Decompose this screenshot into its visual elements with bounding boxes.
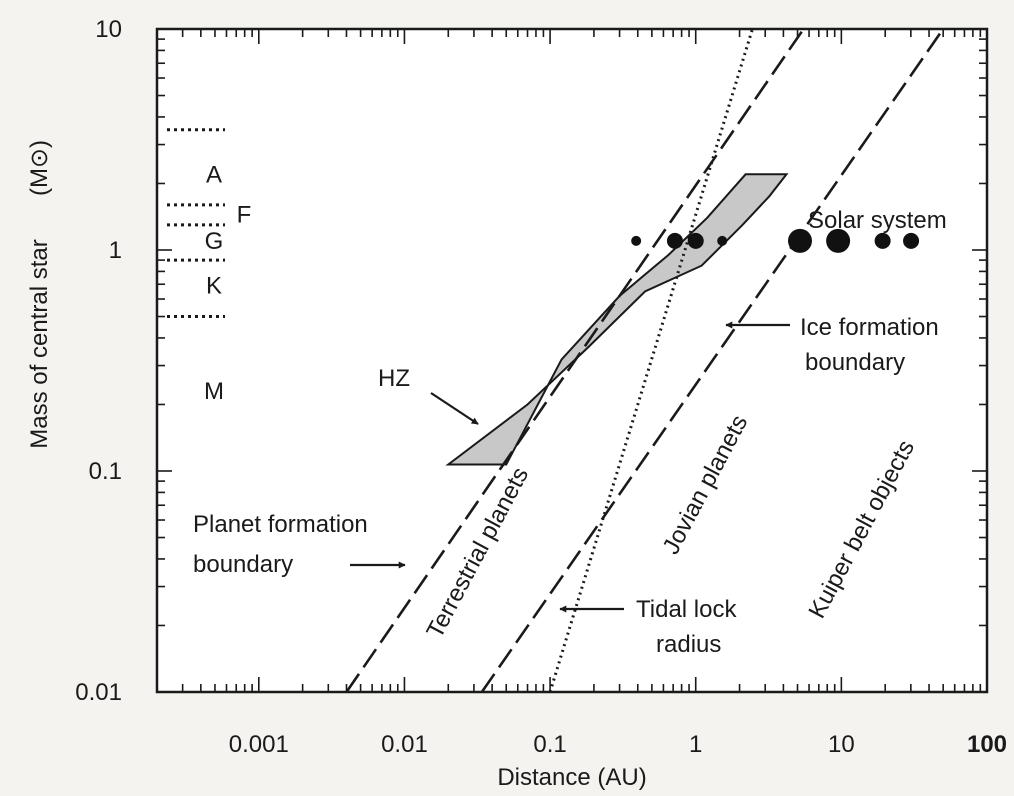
spectral-class-label: K <box>206 273 222 300</box>
y-axis-title: Mass of central star <box>26 239 53 448</box>
y-tick-label: 0.01 <box>75 679 122 706</box>
line-terrestrial-jovian <box>480 28 945 693</box>
spectral-class-label: F <box>237 201 252 228</box>
planet-marker <box>903 232 920 249</box>
line-tidal-lock <box>548 28 754 693</box>
x-tick-label: 0.1 <box>533 731 566 758</box>
x-axis-title: Distance (AU) <box>497 764 646 791</box>
y-tick-label: 0.1 <box>89 458 122 485</box>
planet-marker <box>687 232 704 249</box>
y-tick-label: 1 <box>109 237 122 264</box>
y-tick-labels: 0.01 0.1 1 10 <box>75 16 122 706</box>
planet-marker <box>787 228 812 253</box>
spectral-class-label: G <box>205 228 224 255</box>
planet-marker <box>874 232 891 249</box>
solar-system-label: Solar system <box>808 207 947 234</box>
hz-arrow <box>430 392 479 425</box>
spectral-class-label: A <box>206 161 222 188</box>
x-tick-label: 100 <box>967 731 1007 758</box>
x-tick-label: 0.01 <box>381 731 428 758</box>
planet-marker <box>717 235 728 246</box>
tidal-lock-label-line1: Tidal lock <box>636 596 737 623</box>
y-axis-title-group: Mass of central star (M⊙) <box>26 140 53 449</box>
y-axis-unit: (M⊙) <box>26 140 53 196</box>
habitable-zone-area <box>445 173 789 466</box>
planet-formation-label-line1: Planet formation <box>193 511 368 538</box>
tidal-lock-label-line2: radius <box>656 631 721 658</box>
line-planet-formation <box>345 28 805 693</box>
boundary-lines <box>345 28 945 693</box>
x-tick-labels: 0.001 0.01 0.1 1 10 100 <box>229 731 1007 758</box>
x-tick-label: 0.001 <box>229 731 289 758</box>
planet-marker <box>666 232 683 249</box>
ice-formation-label-line2: boundary <box>805 349 905 376</box>
hz-label: HZ <box>378 365 410 392</box>
x-tick-label: 1 <box>689 731 702 758</box>
planet-formation-label-line2: boundary <box>193 551 293 578</box>
ice-formation-label-line1: Ice formation <box>800 314 939 341</box>
x-tick-label: 10 <box>828 731 855 758</box>
y-tick-label: 10 <box>95 16 122 43</box>
planet-marker <box>631 235 642 246</box>
spectral-class-label: M <box>204 378 224 405</box>
axis-ticks <box>156 29 987 693</box>
planet-marker <box>826 228 851 253</box>
solar-system-planets <box>631 228 920 253</box>
